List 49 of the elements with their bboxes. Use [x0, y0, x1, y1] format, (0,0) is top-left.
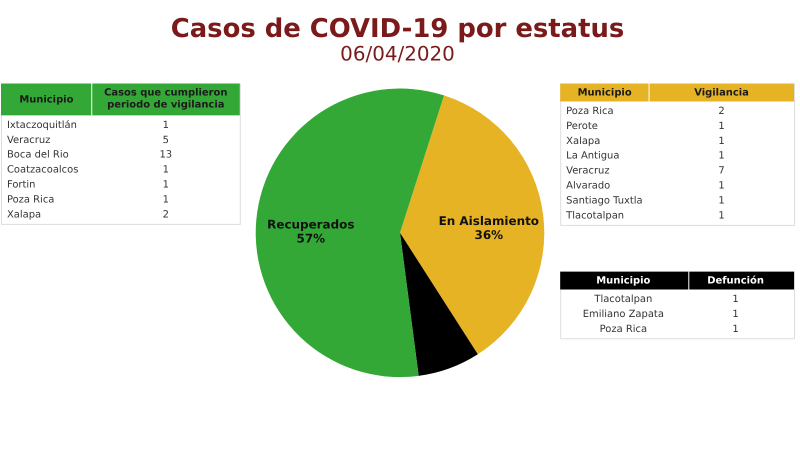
category-label: La Antigua [566, 150, 620, 162]
pie-slice [400, 95, 544, 354]
category-label: Xalapa [6, 209, 42, 220]
data-label: 57% [296, 232, 326, 246]
data-label: 2 [162, 209, 169, 220]
category-label: Santiago Tuxtla [566, 195, 643, 206]
data-label: 1 [718, 180, 725, 192]
category-label: Xalapa [566, 136, 600, 147]
data-label: 2 [718, 106, 725, 117]
category-label: Perote [566, 120, 598, 132]
category-label: Tlacotalpan [593, 294, 652, 305]
data-label: 1 [162, 120, 169, 131]
data-label: 1 [718, 195, 725, 206]
text: Defunción [707, 276, 764, 287]
category-label: Poza Rica [600, 324, 648, 335]
category-label: Emiliano Zapata [582, 308, 664, 320]
category-label: Poza Rica [566, 106, 614, 117]
data-label: 1 [718, 120, 725, 132]
chart-title: Casos de COVID-19 por estatus [170, 14, 624, 44]
data-label: 1 [718, 210, 725, 222]
data-label: 7 [718, 166, 725, 177]
chart-subtitle: 06/04/2020 [340, 42, 455, 66]
category-label: Poza Rica [6, 194, 54, 206]
slice-label: Recuperados [267, 218, 354, 232]
data-label: 1 [162, 194, 169, 206]
slice-label: En Aislamiento [438, 214, 540, 228]
text: Municipio [19, 94, 74, 106]
text: Municipio [578, 87, 632, 98]
data-label: 1 [162, 180, 169, 191]
category-label: Veracruz [6, 134, 50, 146]
data-label: 1 [732, 324, 739, 335]
text: Municipio [596, 276, 651, 287]
text: Vigilancia [694, 87, 749, 98]
category-label: Alvarado [566, 180, 610, 192]
category-label: Boca del Rio [6, 150, 69, 161]
category-label: Fortin [6, 180, 36, 191]
category-label: Coatzacoalcos [6, 164, 78, 176]
data-label: 36% [474, 228, 504, 242]
data-label: 1 [732, 294, 739, 305]
category-label: Tlacotalpan [565, 210, 624, 222]
data-label: 1 [718, 136, 725, 147]
category-label: Ixtaczoquitlán [6, 120, 77, 131]
text: Casos que cumplieron periodo de vigilancia [104, 87, 228, 110]
data-label: 1 [732, 308, 739, 320]
category-label: Veracruz [566, 166, 610, 177]
data-label: 1 [718, 150, 725, 162]
data-label: 13 [159, 150, 172, 161]
data-label: 1 [162, 164, 169, 176]
data-label: 5 [162, 134, 169, 146]
